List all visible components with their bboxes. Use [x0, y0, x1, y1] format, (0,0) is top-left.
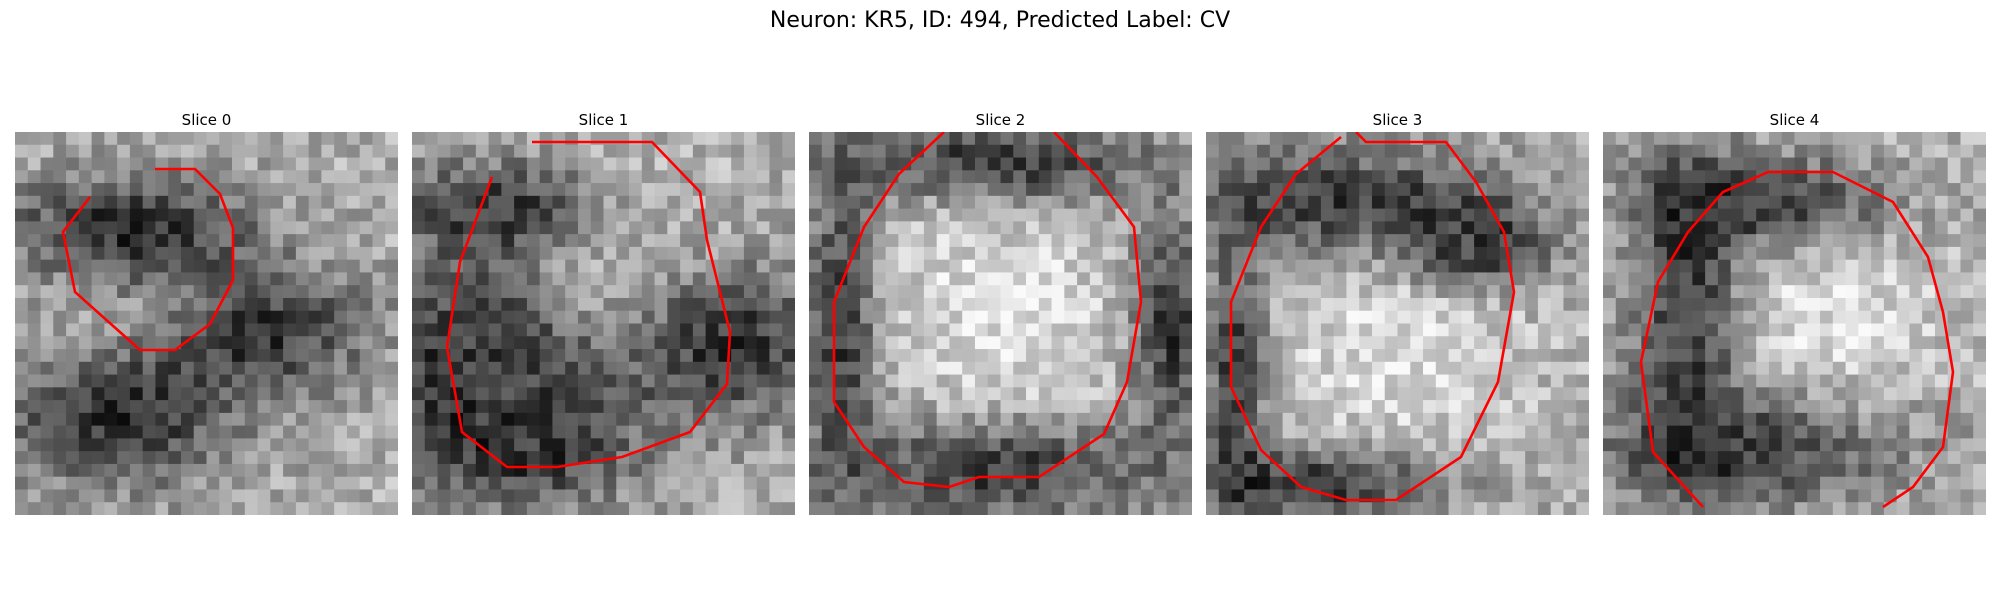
- contour-line: [445, 140, 732, 469]
- slice-panel-1: Slice 1: [412, 110, 795, 515]
- slice-title: Slice 4: [1769, 111, 1820, 129]
- slice-panel-4: Slice 4: [1603, 110, 1986, 515]
- slice-image: [15, 132, 398, 515]
- slice-panel-0: Slice 0: [15, 110, 398, 515]
- slice-title: Slice 0: [181, 111, 232, 129]
- slice-title: Slice 1: [578, 111, 629, 129]
- contour-line: [832, 132, 1143, 489]
- slice-image: [1603, 132, 1986, 515]
- slice-image: [809, 132, 1192, 515]
- slice-image: [1206, 132, 1589, 515]
- contour-line: [1639, 170, 1955, 509]
- slice-title: Slice 2: [975, 111, 1026, 129]
- contour-line: [61, 167, 235, 352]
- slice-image: [412, 132, 795, 515]
- slice-panel-2: Slice 2: [809, 110, 1192, 515]
- slice-title: Slice 3: [1372, 111, 1423, 129]
- figure-title: Neuron: KR5, ID: 494, Predicted Label: C…: [769, 8, 1231, 33]
- contour-line: [1229, 132, 1516, 502]
- slice-panel-3: Slice 3: [1206, 110, 1589, 515]
